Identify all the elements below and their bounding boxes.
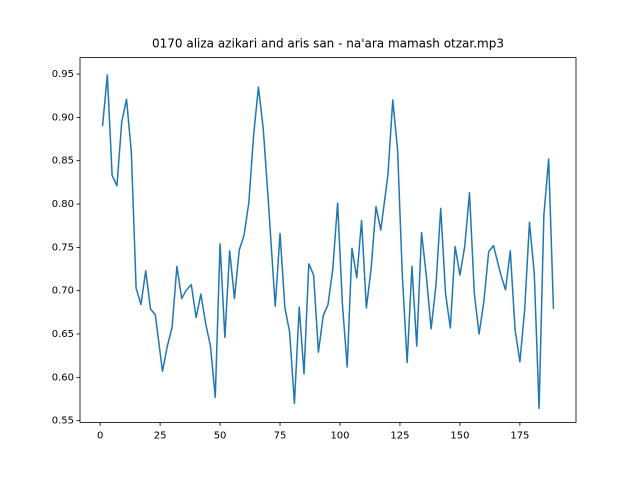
y-tick-label: 0.60 (52, 372, 74, 383)
x-tick-label: 100 (330, 430, 349, 441)
y-tick-label: 0.65 (52, 329, 74, 340)
y-tick-label: 0.55 (52, 416, 74, 427)
y-tick-label: 0.70 (52, 286, 74, 297)
x-tick-label: 175 (510, 430, 529, 441)
chart-title: 0170 aliza azikari and aris san - na'ara… (152, 37, 504, 51)
y-tick-label: 0.80 (52, 199, 74, 210)
plot-frame (79, 57, 577, 423)
x-tick-label: 75 (274, 430, 287, 441)
x-tick-label: 25 (154, 430, 167, 441)
x-tick-label: 50 (214, 430, 227, 441)
y-tick-label: 0.95 (52, 69, 74, 80)
y-tick-label: 0.75 (52, 242, 74, 253)
x-tick-label: 0 (97, 430, 103, 441)
line (101, 74, 555, 410)
x-tick-label: 150 (450, 430, 469, 441)
y-tick-label: 0.90 (52, 112, 74, 123)
x-tick-label: 125 (390, 430, 409, 441)
y-tick-label: 0.85 (52, 156, 74, 167)
